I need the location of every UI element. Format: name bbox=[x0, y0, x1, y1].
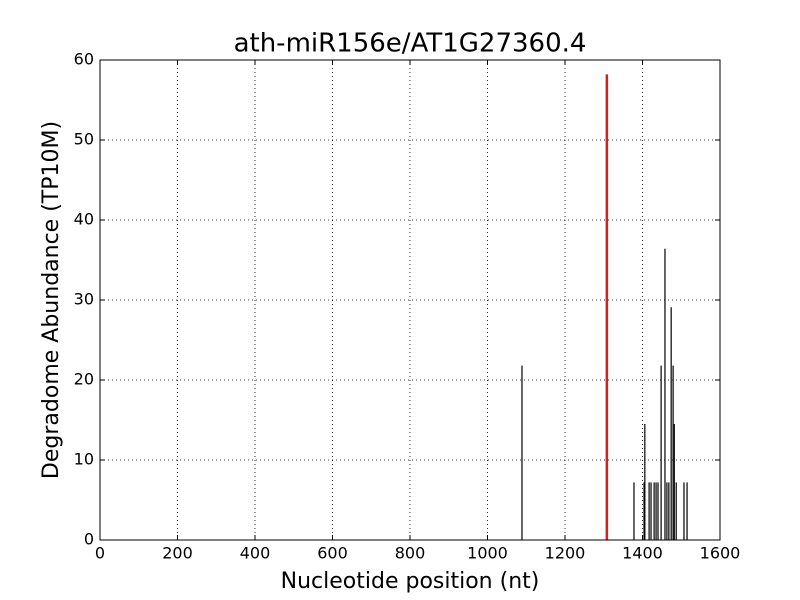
x-tick-label: 1400 bbox=[622, 544, 663, 563]
y-tick-label: 50 bbox=[74, 130, 94, 149]
x-tick-label: 1200 bbox=[545, 544, 586, 563]
x-tick-label: 1600 bbox=[700, 544, 741, 563]
x-tick-label: 800 bbox=[395, 544, 426, 563]
plot-frame bbox=[99, 59, 721, 541]
chart-title: ath-miR156e/AT1G27360.4 bbox=[234, 29, 587, 59]
y-tick-label: 30 bbox=[74, 290, 94, 309]
x-tick-label: 0 bbox=[95, 544, 105, 563]
y-tick-label: 10 bbox=[74, 450, 94, 469]
x-tick-label: 1000 bbox=[467, 544, 508, 563]
y-tick-label: 20 bbox=[74, 370, 94, 389]
y-tick-label: 40 bbox=[74, 210, 94, 229]
y-tick-label: 0 bbox=[84, 530, 94, 549]
x-tick-label: 400 bbox=[240, 544, 271, 563]
x-tick-label: 200 bbox=[162, 544, 193, 563]
x-tick-label: 600 bbox=[317, 544, 348, 563]
y-tick-label: 60 bbox=[74, 50, 94, 69]
y-axis-label: Degradome Abundance (TP10M) bbox=[39, 121, 64, 479]
x-axis-label: Nucleotide position (nt) bbox=[281, 569, 540, 594]
